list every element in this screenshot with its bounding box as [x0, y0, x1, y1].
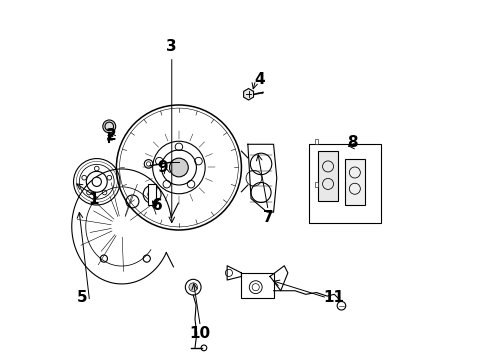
- Text: 4: 4: [254, 72, 265, 87]
- Circle shape: [92, 177, 101, 186]
- Text: 11: 11: [324, 291, 345, 305]
- Polygon shape: [244, 89, 253, 100]
- Bar: [318, 152, 338, 202]
- Bar: [345, 158, 365, 205]
- Text: 3: 3: [167, 39, 177, 54]
- Circle shape: [189, 283, 197, 292]
- Text: 9: 9: [157, 160, 168, 175]
- Text: 6: 6: [152, 198, 163, 212]
- Text: 7: 7: [263, 210, 273, 225]
- Text: 8: 8: [347, 135, 358, 150]
- Bar: [309, 144, 381, 223]
- Text: 2: 2: [106, 128, 117, 143]
- Bar: [315, 182, 318, 187]
- Circle shape: [103, 120, 116, 133]
- Text: 10: 10: [190, 326, 211, 341]
- Circle shape: [170, 158, 188, 177]
- Bar: [148, 184, 156, 205]
- Bar: [315, 139, 318, 144]
- Text: 1: 1: [88, 192, 98, 207]
- Bar: [242, 273, 273, 298]
- Text: 5: 5: [77, 291, 88, 305]
